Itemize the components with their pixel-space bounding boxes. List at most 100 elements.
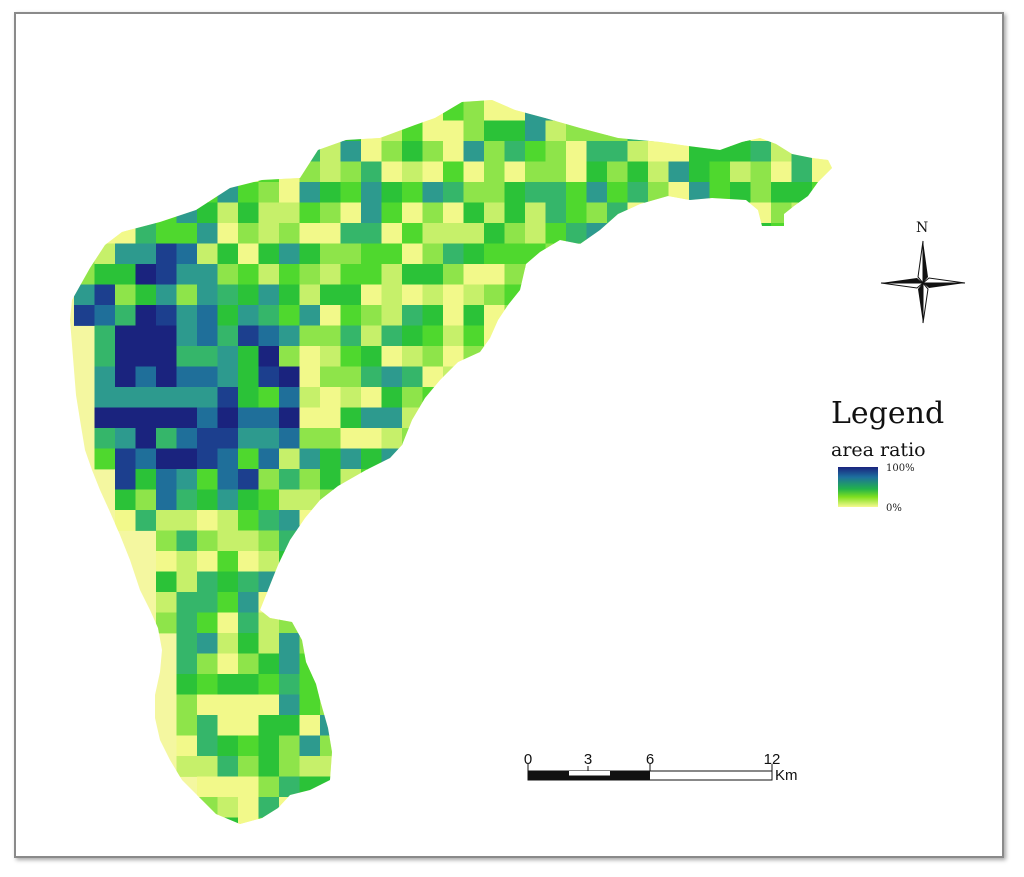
grid-cell: [525, 489, 546, 511]
grid-cell: [689, 182, 710, 203]
grid-cell: [689, 223, 710, 244]
grid-cell: [238, 510, 259, 531]
grid-cell: [566, 510, 587, 531]
grid-cell: [176, 469, 198, 490]
grid-cell: [238, 633, 259, 654]
grid-cell: [730, 510, 751, 531]
grid-cell: [156, 161, 177, 183]
grid-cell: [94, 202, 116, 224]
grid-cell: [771, 551, 792, 572]
grid-cell: [381, 756, 403, 777]
grid-cell: [833, 654, 854, 675]
grid-cell: [484, 325, 505, 347]
grid-cell: [791, 448, 813, 470]
grid-cell: [504, 694, 526, 716]
grid-cell: [812, 633, 832, 654]
scale-segment-2b: [569, 775, 610, 780]
grid-cell: [709, 202, 731, 224]
grid-cell: [709, 243, 731, 265]
grid-cell: [771, 448, 792, 470]
grid-cell: [525, 182, 546, 203]
grid-cell: [504, 407, 526, 429]
grid-cell: [197, 551, 218, 572]
grid-cell: [607, 264, 628, 285]
grid-cell: [320, 571, 341, 593]
grid-cell: [566, 817, 587, 824]
grid-cell: [791, 120, 813, 142]
grid-cell: [320, 489, 341, 511]
grid-cell: [812, 489, 832, 511]
grid-cell: [422, 735, 444, 757]
grid-cell: [402, 387, 423, 408]
grid-cell: [443, 264, 464, 285]
grid-cell: [771, 817, 792, 824]
grid-cell: [607, 387, 628, 408]
grid-cell: [299, 182, 321, 203]
grid-cell: [750, 161, 772, 183]
grid-cell: [566, 592, 587, 613]
grid-cell: [586, 633, 608, 654]
grid-cell: [258, 776, 280, 798]
grid-cell: [74, 202, 95, 224]
grid-cell: [402, 448, 423, 470]
grid-cell: [422, 653, 444, 675]
grid-cell: [545, 797, 567, 818]
grid-cell: [730, 264, 751, 285]
grid-cell: [586, 612, 608, 634]
grid-cell: [115, 284, 136, 306]
grid-cell: [217, 592, 239, 613]
grid-cell: [484, 100, 505, 121]
grid-cell: [668, 100, 690, 121]
grid-cell: [443, 797, 464, 818]
grid-cell: [217, 407, 239, 429]
grid-cell: [833, 736, 854, 757]
grid-cell: [689, 489, 710, 511]
grid-cell: [730, 592, 751, 613]
grid-cell: [791, 530, 813, 552]
grid-cell: [320, 428, 341, 449]
grid-cell: [217, 817, 239, 824]
grid-cell: [812, 653, 832, 675]
grid-cell: [709, 100, 731, 121]
grid-cell: [525, 592, 546, 613]
grid-cell: [94, 325, 116, 347]
grid-cell: [648, 633, 669, 654]
grid-cell: [607, 694, 628, 716]
grid-cell: [833, 223, 854, 244]
grid-cell: [812, 202, 832, 224]
grid-cell: [402, 325, 423, 347]
grid-cell: [484, 612, 505, 634]
grid-cell: [750, 715, 772, 736]
grid-cell: [607, 428, 628, 449]
grid-cell: [299, 797, 321, 818]
grid-cell: [484, 633, 505, 654]
grid-cell: [566, 653, 587, 675]
grid-cell: [115, 387, 136, 408]
grid-cell: [627, 407, 649, 429]
grid-cell: [258, 223, 280, 244]
grid-cell: [566, 325, 587, 347]
grid-cell: [94, 284, 116, 306]
grid-cell: [135, 305, 157, 326]
grid-cell: [197, 407, 218, 429]
grid-cell: [320, 612, 341, 634]
grid-cell: [791, 817, 813, 824]
grid-cell: [525, 346, 546, 367]
grid-cell: [422, 797, 444, 818]
grid-cell: [238, 305, 259, 326]
grid-cell: [197, 612, 218, 634]
grid-cell: [586, 694, 608, 716]
grid-cell: [730, 346, 751, 367]
grid-cell: [648, 161, 669, 183]
grid-cell: [422, 264, 444, 285]
grid-cell: [709, 223, 731, 244]
grid-cell: [525, 284, 546, 306]
grid-cell: [709, 592, 731, 613]
grid-cell: [791, 510, 813, 531]
grid-cell: [627, 817, 649, 824]
grid-cell: [176, 735, 198, 757]
grid-cell: [340, 202, 362, 224]
grid-cell: [320, 817, 341, 824]
grid-cell: [586, 510, 608, 531]
grid-cell: [504, 120, 526, 142]
